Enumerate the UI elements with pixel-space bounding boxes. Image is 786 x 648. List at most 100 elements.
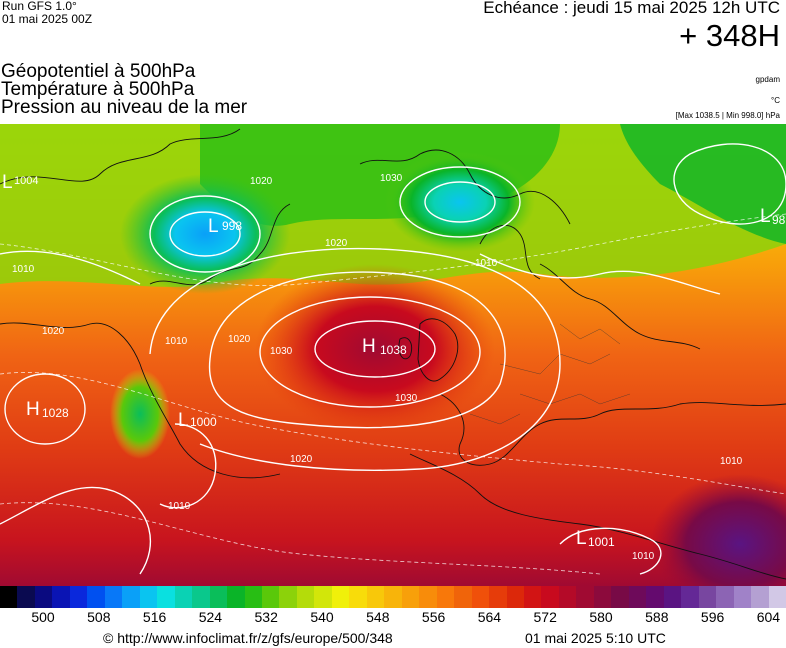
- high-center-letter: H: [362, 336, 376, 357]
- legend-swatch: [296, 586, 315, 608]
- lead-time: + 348H: [679, 18, 780, 53]
- legend-swatch: [576, 586, 595, 608]
- legend-swatch: [506, 586, 525, 608]
- legend-swatch: [0, 586, 18, 608]
- legend-swatch: [611, 586, 630, 608]
- legend-swatch: [366, 586, 385, 608]
- legend-swatch: [209, 586, 228, 608]
- pressure-range: [Max 1038.5 | Min 998.0] hPa: [675, 111, 780, 120]
- legend-swatch: [751, 586, 770, 608]
- green-east: [620, 124, 786, 244]
- weather-map[interactable]: H 1038 H 1028 L 998 L 1000 L 1001 L 1004…: [0, 124, 786, 586]
- title-geopotential: Géopotentiel à 500hPa: [1, 61, 196, 82]
- isobar-label: 1010: [475, 258, 498, 269]
- high-center-1028: H 1028: [26, 399, 69, 420]
- legend-swatch: [698, 586, 717, 608]
- low-center-998: L 998: [208, 216, 242, 237]
- legend-label: 532: [254, 609, 278, 625]
- run-info: Run GFS 1.0° 01 mai 2025 00Z: [2, 0, 92, 26]
- low-center-letter: L: [2, 172, 13, 193]
- legend-swatch: [174, 586, 193, 608]
- legend-swatch: [244, 586, 263, 608]
- isobar-label: 1030: [270, 346, 293, 357]
- high-center-value: 1028: [42, 406, 69, 420]
- isobar-label: 1010: [632, 551, 655, 562]
- high-center-value: 1038: [380, 343, 407, 357]
- isobar-label: 1020: [42, 326, 65, 337]
- legend-swatch: [489, 586, 508, 608]
- legend-labels: 500 508 516 524 532 540 548 556 564 572 580 588 596 6…: [0, 609, 786, 627]
- title-pressure: Pression au niveau de la mer: [1, 97, 248, 118]
- color-legend: [0, 586, 786, 608]
- legend-label: 588: [645, 609, 669, 625]
- legend-swatch: [87, 586, 106, 608]
- legend-label: 540: [310, 609, 334, 625]
- pressure-centers: H 1038 H 1028 L 998 L 1000 L 1001 L 1004…: [2, 172, 786, 549]
- legend-swatch: [384, 586, 403, 608]
- legend-label: 508: [87, 609, 111, 625]
- legend-label: 516: [142, 609, 167, 625]
- legend-swatch: [454, 586, 473, 608]
- unit-gpdam: gpdam: [755, 75, 780, 84]
- legend-swatch: [122, 586, 141, 608]
- isobar-label: 1010: [720, 456, 743, 467]
- legend-swatch: [768, 586, 786, 608]
- legend-swatch: [349, 586, 368, 608]
- legend-label: 596: [700, 609, 725, 625]
- low-blob-west: [120, 174, 290, 294]
- unit-celsius: °C: [771, 96, 780, 105]
- purple-blob: [650, 474, 786, 586]
- legend-label: 580: [589, 609, 613, 625]
- low-center-letter: L: [760, 206, 771, 227]
- map-titles: Géopotentiel à 500hPa Température à 500h…: [1, 61, 248, 118]
- low-center-98: L 98: [760, 206, 786, 227]
- source-url[interactable]: © http://www.infoclimat.fr/z/gfs/europe/…: [103, 630, 393, 646]
- run-date: 01 mai 2025 00Z: [2, 12, 93, 26]
- legend-swatch: [593, 586, 612, 608]
- green-patch: [110, 369, 170, 459]
- legend-label: 524: [198, 609, 223, 625]
- legend-swatch: [663, 586, 682, 608]
- echeance-label: Echéance : jeudi 15 mai 2025 12h UTC: [483, 0, 780, 17]
- low-center-letter: L: [576, 528, 587, 549]
- legend-swatch: [262, 586, 280, 608]
- isobars: [0, 143, 786, 575]
- isobar-label: 1010: [12, 264, 35, 275]
- high-blob: [255, 264, 495, 434]
- isobar-label: 1030: [380, 173, 403, 184]
- isobar-label: 1010: [165, 336, 188, 347]
- legend-swatch: [227, 586, 246, 608]
- legend-swatch: [558, 586, 577, 608]
- run-model: Run GFS 1.0°: [2, 0, 77, 13]
- legend-swatch: [628, 586, 647, 608]
- isobar-label: 1020: [228, 334, 251, 345]
- legend-label: 548: [366, 609, 390, 625]
- low-center-1004: L 1004: [2, 172, 38, 193]
- legend-swatch: [419, 586, 438, 608]
- low-center-value: 1004: [14, 175, 38, 187]
- low-center-value: 1000: [190, 415, 217, 429]
- legend-swatch: [716, 586, 735, 608]
- legend-swatch: [17, 586, 36, 608]
- legend-swatch: [139, 586, 158, 608]
- legend-swatch: [436, 586, 455, 608]
- legend-label: 572: [533, 609, 557, 625]
- low-center-1000: L 1000: [178, 410, 217, 431]
- legend-swatch: [314, 586, 333, 608]
- legend-label: 556: [421, 609, 446, 625]
- low-center-letter: L: [208, 216, 219, 237]
- legend-label: 604: [756, 609, 781, 625]
- isobar-label: 1030: [395, 393, 418, 404]
- legend-swatch: [52, 586, 71, 608]
- legend-swatch: [471, 586, 490, 608]
- generated-time: 01 mai 2025 5:10 UTC: [525, 630, 666, 646]
- low-center-value: 998: [222, 219, 242, 233]
- legend-swatch: [524, 586, 542, 608]
- low-center-1001: L 1001: [576, 528, 615, 549]
- legend-swatch: [279, 586, 298, 608]
- temperature-contours: [0, 213, 786, 575]
- title-temperature: Température à 500hPa: [1, 79, 195, 100]
- legend-swatch: [104, 586, 123, 608]
- legend-swatch: [192, 586, 211, 608]
- high-center-letter: H: [26, 399, 40, 420]
